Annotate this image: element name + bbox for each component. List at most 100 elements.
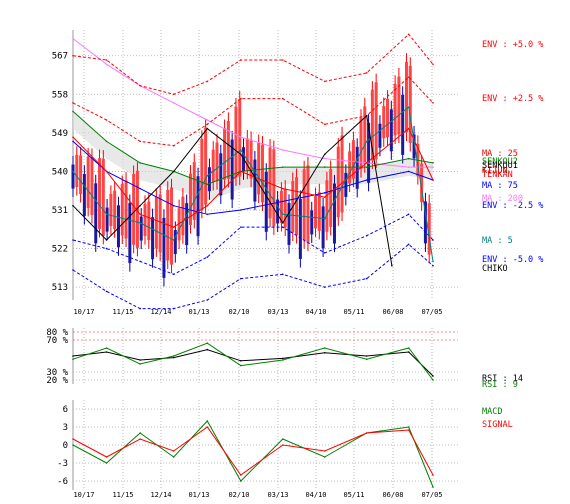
price-point — [281, 213, 284, 216]
price-point — [172, 239, 175, 241]
rsi-y-tick-label: 30 % — [46, 368, 68, 378]
candle-body — [295, 177, 299, 235]
price-point — [323, 153, 326, 156]
price-point — [281, 59, 284, 61]
macd-x-tick-label: 12/14 — [150, 491, 171, 499]
price-point — [323, 252, 326, 254]
price-y-tick-label: 549 — [52, 129, 68, 139]
price-point — [432, 63, 434, 66]
price-point — [407, 127, 410, 130]
candle-body — [185, 203, 189, 246]
price-point — [139, 307, 141, 310]
price-legend-entry: ENV : -5.0 % — [482, 255, 543, 265]
price-point — [323, 286, 326, 288]
price-point — [139, 140, 141, 143]
price-point — [432, 102, 434, 104]
price-y-tick-label: 531 — [52, 206, 68, 216]
price-point — [407, 170, 410, 173]
macd-x-tick-label: 05/11 — [343, 491, 364, 499]
candle-body — [215, 142, 219, 182]
price-point — [432, 166, 434, 168]
candle-body — [310, 210, 314, 235]
price-x-tick-label: 06/08 — [382, 308, 403, 316]
candle-body — [245, 138, 249, 171]
price-point — [240, 136, 242, 138]
candle-body — [287, 202, 291, 245]
candle-body — [124, 180, 128, 239]
macd-x-tick-label: 10/17 — [73, 491, 94, 499]
candle-body — [219, 153, 223, 196]
rsi-point — [105, 351, 108, 353]
rsi-point — [432, 379, 434, 381]
price-point — [323, 166, 326, 168]
price-point — [407, 33, 410, 36]
candle-body — [151, 217, 155, 260]
candle-body — [207, 167, 211, 192]
price-point — [240, 226, 242, 228]
price-legend-entry: CHIKO — [482, 264, 508, 274]
price-legend-entry: MA : 200 — [482, 194, 523, 204]
price-point — [365, 140, 368, 143]
candle-body — [154, 196, 158, 249]
price-x-tick-label: 02/10 — [228, 308, 249, 316]
candle-body — [370, 89, 374, 161]
candle-body — [86, 156, 90, 208]
macd-point — [139, 432, 141, 434]
price-point — [105, 119, 108, 121]
price-point — [72, 102, 74, 104]
price-x-tick-label: 07/05 — [421, 308, 442, 316]
price-point — [365, 162, 368, 164]
macd-y-tick-label: 3 — [63, 423, 68, 433]
price-point — [105, 63, 108, 66]
candle-body — [393, 83, 397, 136]
price-point — [240, 97, 242, 100]
rsi-point — [323, 347, 326, 349]
candle-body — [90, 157, 94, 215]
price-point — [72, 37, 74, 40]
price-point — [281, 222, 284, 224]
macd-y-tick-label: -6 — [57, 477, 68, 487]
rsi-point — [172, 355, 175, 357]
candle-body — [276, 199, 280, 224]
price-point — [365, 72, 368, 74]
price-legend-entry: MA : 5 — [482, 236, 513, 246]
price-x-tick-label: 10/17 — [73, 308, 94, 316]
price-point — [105, 290, 108, 293]
candle-body — [397, 76, 401, 135]
price-point — [432, 264, 434, 267]
candle-body — [196, 176, 200, 237]
macd-point — [365, 432, 368, 434]
price-point — [172, 170, 175, 173]
macd-point — [240, 480, 242, 482]
price-panel: 567 558 549 540 531 522 513 10/17 11/15 12/14 01/1… — [52, 30, 543, 316]
price-point — [72, 170, 74, 173]
price-point — [407, 243, 410, 246]
macd-point — [105, 456, 108, 458]
price-point — [281, 226, 284, 228]
price-point — [365, 114, 368, 117]
candle-body — [317, 192, 321, 231]
candle-body — [181, 196, 185, 236]
rsi-point — [323, 352, 326, 354]
rsi-point — [407, 351, 410, 353]
macd-point — [323, 450, 326, 452]
candle-body — [158, 194, 162, 253]
candle-body — [306, 165, 310, 243]
candle-body — [177, 208, 181, 241]
candle-body — [340, 135, 344, 213]
macd-x-tick-label: 03/13 — [267, 491, 288, 499]
price-point — [206, 174, 209, 177]
candle-body — [82, 173, 86, 216]
price-point — [281, 149, 284, 151]
price-point — [139, 84, 141, 87]
rsi-point — [206, 342, 209, 345]
price-point — [172, 93, 175, 96]
price-point — [365, 179, 368, 181]
candle-body — [200, 138, 204, 210]
candle-body — [113, 190, 117, 230]
candle-body — [147, 201, 151, 241]
candle-body — [120, 184, 124, 236]
price-point — [407, 166, 410, 168]
price-point — [72, 110, 74, 113]
